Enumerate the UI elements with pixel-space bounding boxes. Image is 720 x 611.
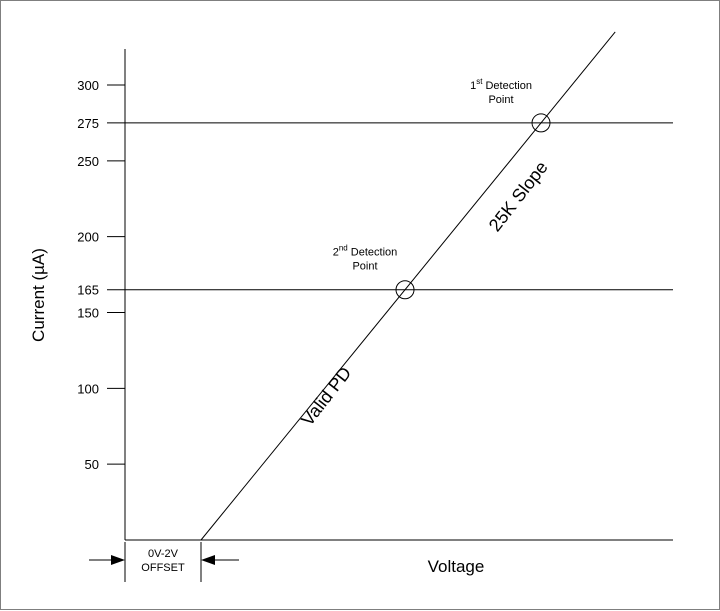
y-tick-label-250: 250: [77, 154, 99, 169]
detection-point-marker-1: [395, 280, 415, 300]
y-tick-label-300: 300: [77, 78, 99, 93]
offset-annotation: 0V-2V OFFSET: [89, 542, 239, 582]
y-tick-label-50: 50: [85, 457, 99, 472]
offset-arrow-right-head: [201, 555, 215, 565]
y-tick-label-200: 200: [77, 230, 99, 245]
detection-markers: 2nd Detection Point 1st Detection Point: [333, 77, 551, 300]
detection-point-label-2: 1st Detection: [470, 77, 532, 92]
detection-point-label-1: 2nd Detection: [333, 244, 398, 259]
slope-annotation: 25K Slope: [485, 157, 552, 235]
y-axis-title: Current (µA): [29, 248, 48, 342]
offset-arrow-left-head: [111, 555, 125, 565]
y-tick-label-275: 275: [77, 116, 99, 131]
detection-point-marker-2: [531, 113, 551, 133]
y-tick-label-100: 100: [77, 381, 99, 396]
valid-pd-annotation: Valid PD: [297, 363, 355, 429]
slope-line: [200, 31, 616, 541]
y-tick-label-150: 150: [77, 305, 99, 320]
y-tick-label-165: 165: [77, 283, 99, 298]
offset-label-line2: OFFSET: [141, 562, 185, 574]
x-axis-title: Voltage: [428, 557, 485, 576]
y-ticks: 50 100 150 165 200 250 275 300: [77, 78, 125, 472]
detection-point-label-line2-1: Point: [352, 261, 377, 273]
offset-label-line1: 0V-2V: [148, 548, 179, 560]
detection-point-label-line2-2: Point: [488, 94, 513, 106]
reference-lines: [125, 122, 673, 291]
